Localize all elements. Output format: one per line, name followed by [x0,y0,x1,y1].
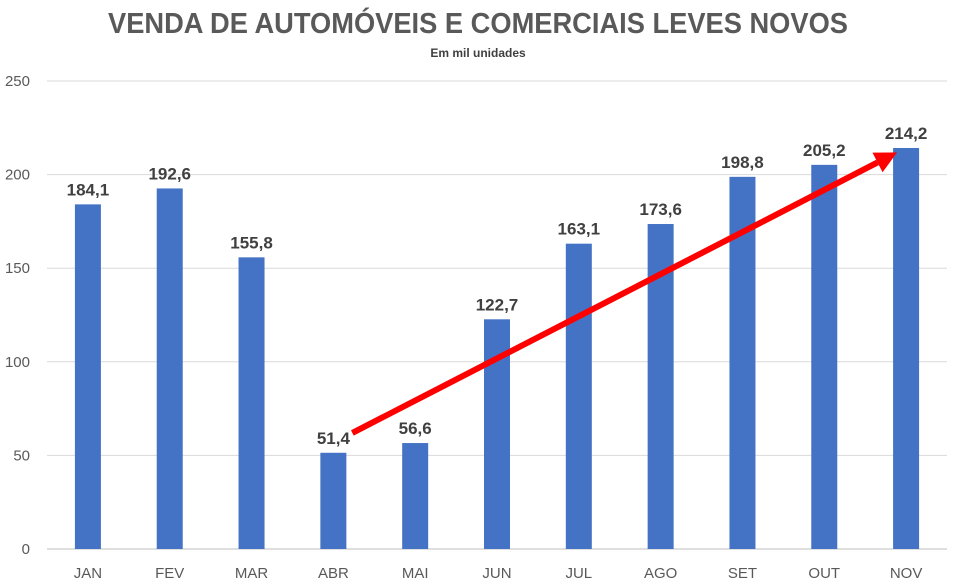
x-tick-label: FEV [155,565,184,582]
x-tick-label: AGO [644,565,677,582]
y-tick-label: 150 [5,260,30,277]
bar-jan [74,204,101,549]
bar-mai [402,443,429,549]
data-label: 173,6 [639,200,682,219]
arrow-head [872,152,898,173]
data-label: 198,8 [721,153,764,172]
bar-fev [156,188,183,549]
data-label: 214,2 [885,124,928,143]
y-tick-label: 250 [5,73,30,90]
x-tick-label: SET [728,565,757,582]
y-tick-label: 0 [22,541,30,558]
data-label: 163,1 [558,220,601,239]
y-tick-label: 100 [5,354,30,371]
data-label: 205,2 [803,141,846,160]
x-tick-label: ABR [318,565,349,582]
bar-abr [320,452,347,549]
y-tick-label: 50 [13,447,30,464]
x-tick-label: JAN [74,565,102,582]
x-tick-label: NOV [890,565,923,582]
data-label: 56,6 [399,419,432,438]
bar-nov [893,148,920,550]
bar-out [811,164,838,549]
x-axis-ticks: JAN FEV MAR ABR MAI JUN JUL AGO SET OUT NOV [74,565,923,582]
trend-arrow [350,152,898,436]
x-tick-label: OUT [808,565,840,582]
x-tick-label: JUN [482,565,511,582]
data-label: 155,8 [230,233,273,252]
bar-jul [565,243,592,549]
chart-title: VENDA DE AUTOMÓVEIS E COMERCIAIS LEVES N… [108,6,848,40]
bars [74,148,920,550]
data-label: 122,7 [476,295,519,314]
x-tick-label: MAR [235,565,269,582]
data-label: 51,4 [317,429,351,448]
x-tick-label: JUL [565,565,592,582]
data-label: 184,1 [67,180,110,199]
arrow-shaft [350,159,879,436]
chart-subtitle: Em mil unidades [430,46,526,60]
y-axis-ticks: 0 50 100 150 200 250 [5,73,30,558]
x-tick-label: MAI [402,565,429,582]
data-label: 192,6 [148,164,191,183]
bar-mar [238,257,265,549]
y-tick-label: 200 [5,167,30,184]
data-labels: 184,1 192,6 155,8 51,4 56,6 122,7 163,1 173,6 19… [67,124,928,448]
